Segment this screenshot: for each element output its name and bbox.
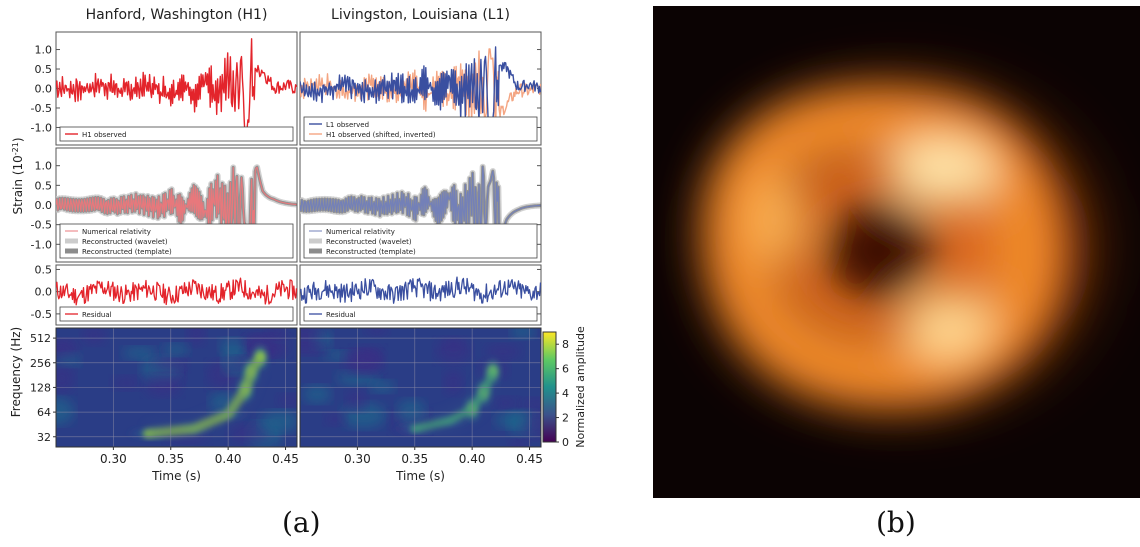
xtick-label: 0.35 <box>157 452 184 466</box>
black-hole-image <box>653 6 1140 498</box>
xtick-label: 0.40 <box>459 452 486 466</box>
legend-l1-reconstruction-label: Numerical relativity <box>326 228 395 236</box>
spectrogram-l1 <box>300 328 541 447</box>
legend-h1-reconstruction-label: Numerical relativity <box>82 228 151 236</box>
legend-l1-observed <box>303 116 538 142</box>
legend-l1-observed-label: L1 observed <box>326 121 369 129</box>
xtick-label: 0.45 <box>516 452 543 466</box>
ytick-label: 0.0 <box>35 286 53 299</box>
xtick-label: 0.35 <box>401 452 428 466</box>
series-h1-observed <box>56 38 297 139</box>
ytick-label: 128 <box>30 381 51 394</box>
ylabel-strain: Strain (10-21) <box>11 137 26 214</box>
title-h1: Hanford, Washington (H1) <box>86 7 268 23</box>
legend-h1-observed-label: H1 observed <box>82 131 126 139</box>
ytick-label: 0.0 <box>35 83 53 96</box>
spectrogram-h1 <box>56 328 297 447</box>
legend-h1-reconstruction-label: Reconstructed (wavelet) <box>82 238 168 246</box>
colorbar-tick-label: 6 <box>562 363 569 376</box>
title-l1: Livingston, Louisiana (L1) <box>331 7 510 23</box>
colorbar-tick-label: 2 <box>562 412 569 425</box>
ylabel-frequency: Frequency (Hz) <box>9 327 23 418</box>
colorbar-tick-label: 4 <box>562 387 569 400</box>
legend-h1-residual-label: Residual <box>82 311 112 319</box>
colorbar <box>542 331 557 443</box>
series-l1-residual <box>300 276 541 304</box>
ytick-label: 0.0 <box>35 199 53 212</box>
legend-l1-reconstruction-label: Reconstructed (template) <box>326 248 416 256</box>
series-h1-nr <box>56 166 297 246</box>
ytick-label: 1.0 <box>35 160 53 173</box>
ytick-label: 1.0 <box>35 44 53 57</box>
legend-h1-residual <box>59 306 294 322</box>
ytick-label: 0.5 <box>35 63 53 76</box>
ytick-label: 32 <box>37 431 51 444</box>
ytick-label: -1.0 <box>31 238 52 251</box>
colorbar-tick-label: 0 <box>562 436 569 449</box>
ytick-label: -0.5 <box>31 219 52 232</box>
ytick-label: 64 <box>37 406 51 419</box>
ytick-label: 512 <box>30 332 51 345</box>
ytick-label: 0.5 <box>35 179 53 192</box>
legend-l1-reconstruction-label: Reconstructed (wavelet) <box>326 238 412 246</box>
spectrogram-frame <box>299 327 542 448</box>
series-h1-residual <box>56 277 297 306</box>
ytick-label: 0.5 <box>35 263 53 276</box>
legend-h1-reconstruction-label: Reconstructed (template) <box>82 248 172 256</box>
xlabel-time: Time (s) <box>151 469 201 483</box>
xtick-label: 0.30 <box>344 452 371 466</box>
ytick-label: -1.0 <box>31 121 52 134</box>
ytick-label: 256 <box>30 357 51 370</box>
legend-l1-observed-label: H1 observed (shifted, inverted) <box>326 131 436 139</box>
ytick-label: -0.5 <box>31 308 52 321</box>
legend-l1-reconstruction <box>303 223 538 259</box>
panel-a-label: (a) <box>282 506 321 539</box>
ytick-label: -0.5 <box>31 102 52 115</box>
xtick-label: 0.30 <box>100 452 127 466</box>
legend-l1-residual <box>303 306 538 322</box>
colorbar-label: Normalized amplitude <box>574 326 587 448</box>
xlabel-time: Time (s) <box>395 469 445 483</box>
legend-l1-residual-label: Residual <box>326 311 356 319</box>
series-l1-observed <box>300 46 541 137</box>
legend-h1-observed <box>59 126 294 142</box>
xtick-label: 0.40 <box>215 452 242 466</box>
legend-h1-reconstruction <box>59 223 294 259</box>
colorbar-tick-label: 8 <box>562 338 569 351</box>
panel-b-label: (b) <box>876 506 916 539</box>
xtick-label: 0.45 <box>272 452 299 466</box>
